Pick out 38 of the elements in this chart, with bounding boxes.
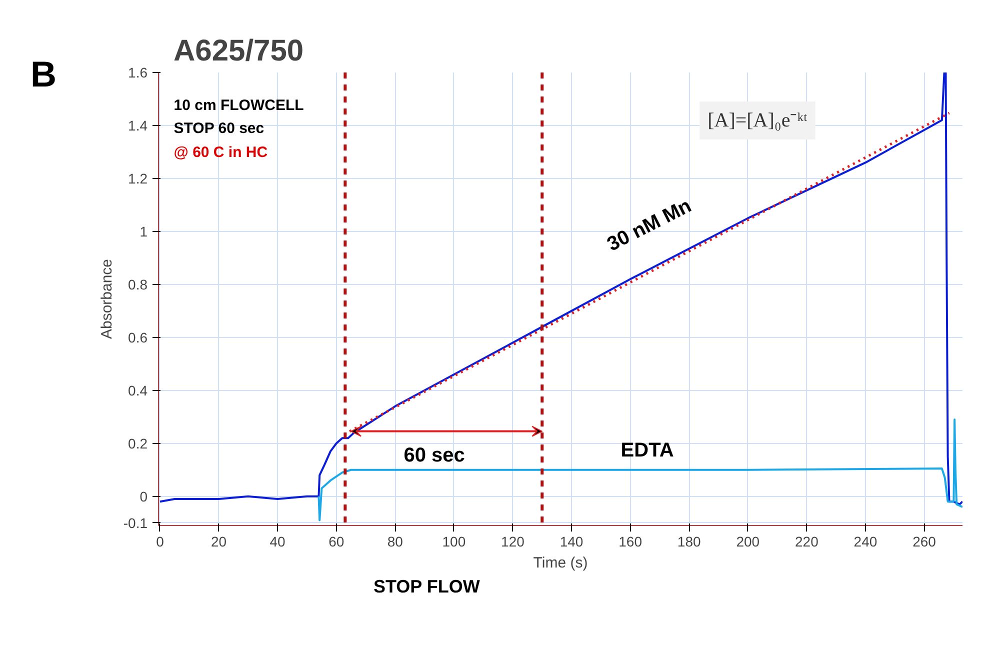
x-tick-label: 80 [387,534,404,550]
annotation: 10 cm FLOWCELL [174,97,304,114]
line-series [318,418,962,522]
x-tick-label: 260 [912,534,936,550]
x-tick-label: 40 [270,534,286,550]
y-tick-label: 1 [140,223,148,240]
y-tick-label: 0.6 [128,329,148,346]
y-tick-label: 0.4 [128,382,148,398]
text: B [30,54,56,94]
annotation: EDTA [620,439,674,462]
y-axis-title: Absorbance [98,258,116,340]
y-tick-label: 0.8 [128,276,148,292]
x-tick-label: 240 [854,534,878,550]
y-tick-label: 0.2 [128,435,148,452]
x-tick-label: 60 [328,534,344,550]
y-tick-label: 1.2 [128,170,148,186]
x-tick-label: 220 [795,534,819,550]
x-tick-label: 0 [156,534,164,550]
line-series [158,72,962,506]
annotation: 60 sec [404,444,465,466]
annotation: [A]=[A]₀e⁻ᵏᵗ [708,110,808,132]
annotation: @ 60 C in HC [174,144,268,162]
x-tick-label: 120 [501,534,525,550]
y-tick-label: -0.1 [123,514,148,531]
annotation: 30 nM Mn [604,194,695,256]
chart-title: A625/750 [174,34,304,68]
text: STOP FLOW [374,576,480,596]
x-tick-label: 100 [442,534,466,550]
y-tick-label: 1.6 [128,64,148,80]
y-tick-label: 0 [140,488,148,504]
x-tick-label: 140 [560,534,584,550]
x-tick-label: 20 [210,534,227,550]
x-tick-label: 160 [618,534,642,550]
y-tick-label: 1.4 [128,117,148,134]
x-tick-label: 180 [677,534,702,550]
annotation: STOP 60 sec [174,120,264,138]
x-tick-label: 200 [736,534,760,550]
x-axis-title: Time (s) [533,554,588,572]
